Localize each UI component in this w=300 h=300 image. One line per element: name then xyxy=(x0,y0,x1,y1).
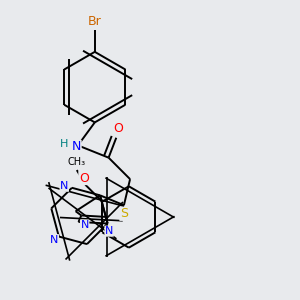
Text: O: O xyxy=(79,172,89,184)
Text: N: N xyxy=(50,235,58,244)
Text: CH₃: CH₃ xyxy=(68,158,86,167)
Text: N: N xyxy=(72,140,81,153)
Text: S: S xyxy=(120,207,128,220)
Text: Br: Br xyxy=(88,15,102,28)
Text: N: N xyxy=(60,181,68,191)
Text: H: H xyxy=(60,139,68,149)
Text: N: N xyxy=(105,226,113,236)
Text: O: O xyxy=(113,122,123,135)
Text: N: N xyxy=(80,220,89,230)
